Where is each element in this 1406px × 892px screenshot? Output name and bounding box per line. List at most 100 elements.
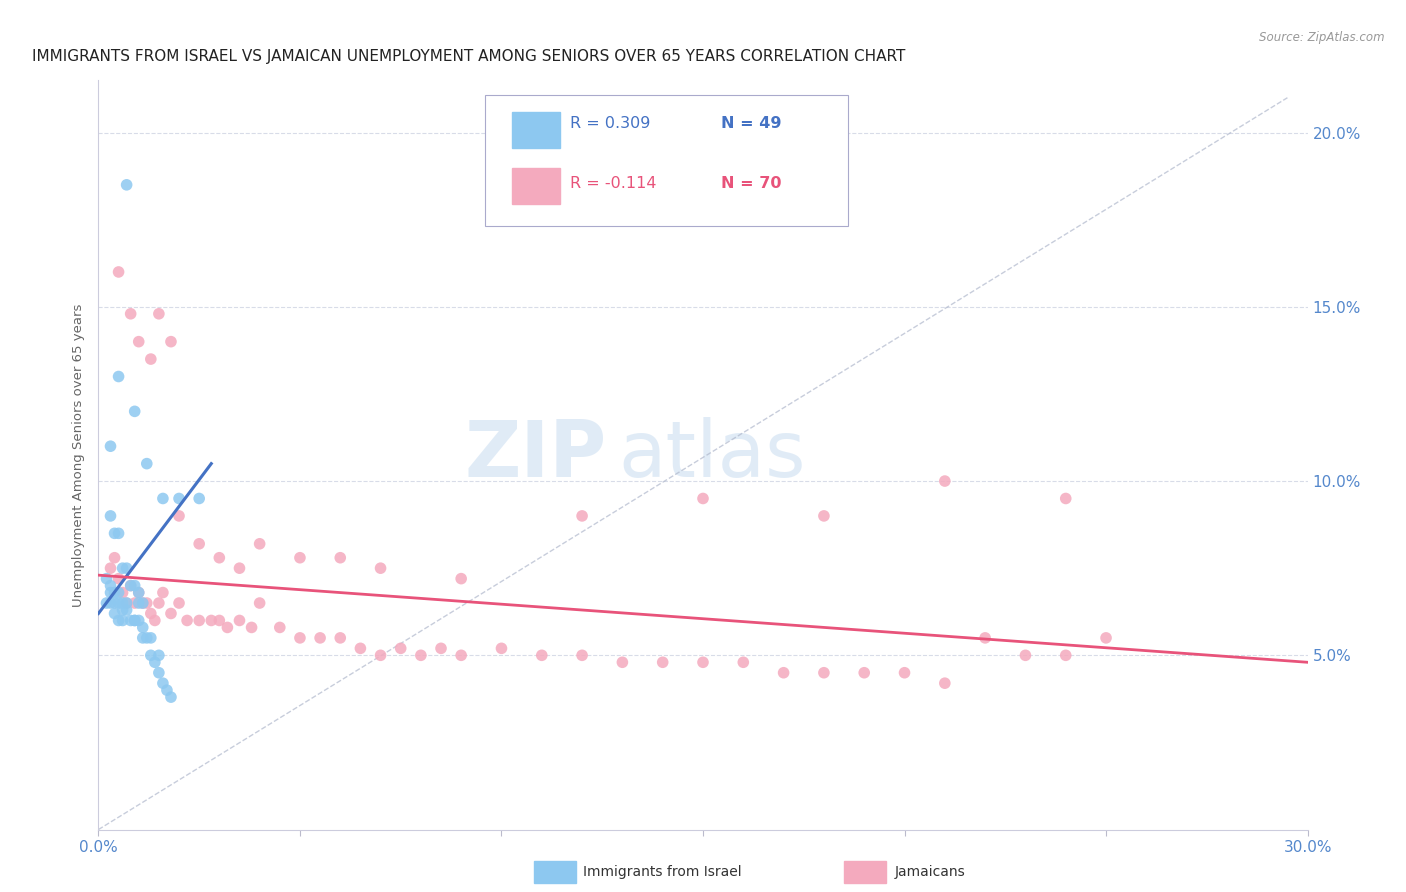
Point: [530, 648, 553, 663]
Point: [128, 334, 150, 349]
Point: [139, 631, 162, 645]
Point: [288, 631, 311, 645]
Point: [1054, 648, 1077, 663]
Point: [96, 596, 118, 610]
Point: [148, 307, 170, 321]
Point: [389, 641, 412, 656]
Point: [143, 655, 166, 669]
Point: [135, 596, 157, 610]
Point: [269, 620, 291, 634]
Point: [148, 665, 170, 680]
Point: [491, 641, 513, 656]
Point: [120, 579, 142, 593]
Point: [160, 607, 183, 621]
Point: [349, 641, 371, 656]
Point: [430, 641, 453, 656]
Point: [733, 655, 755, 669]
Point: [128, 614, 150, 628]
Point: [217, 620, 239, 634]
Point: [1014, 648, 1036, 663]
Point: [111, 614, 134, 628]
Point: [115, 596, 138, 610]
Point: [111, 561, 134, 575]
Point: [148, 596, 170, 610]
Point: [107, 526, 129, 541]
Point: [124, 579, 146, 593]
Point: [329, 631, 352, 645]
Text: atlas: atlas: [619, 417, 806, 493]
Point: [100, 561, 122, 575]
Text: ZIP: ZIP: [464, 417, 606, 493]
Point: [128, 585, 150, 599]
FancyBboxPatch shape: [485, 95, 848, 227]
Point: [143, 614, 166, 628]
Point: [115, 603, 138, 617]
Point: [200, 614, 222, 628]
Point: [111, 596, 134, 610]
Point: [124, 404, 146, 418]
Point: [111, 585, 134, 599]
Text: Source: ZipAtlas.com: Source: ZipAtlas.com: [1260, 31, 1385, 45]
Text: N = 49: N = 49: [721, 116, 782, 131]
Point: [309, 631, 332, 645]
Point: [103, 607, 125, 621]
Point: [128, 585, 150, 599]
Point: [107, 614, 129, 628]
Point: [450, 572, 472, 586]
Point: [813, 665, 835, 680]
Point: [103, 526, 125, 541]
Point: [107, 572, 129, 586]
FancyBboxPatch shape: [512, 112, 561, 148]
Point: [103, 585, 125, 599]
Point: [692, 491, 714, 506]
Point: [167, 596, 190, 610]
Point: [188, 491, 211, 506]
Point: [853, 665, 876, 680]
Point: [1095, 631, 1118, 645]
Point: [107, 369, 129, 384]
Point: [612, 655, 634, 669]
Point: [152, 585, 174, 599]
Point: [240, 620, 263, 634]
Point: [107, 265, 129, 279]
Point: [156, 683, 179, 698]
Point: [249, 596, 271, 610]
Point: [103, 550, 125, 565]
Point: [228, 614, 250, 628]
Point: [772, 665, 794, 680]
Point: [115, 561, 138, 575]
Point: [208, 614, 231, 628]
Point: [329, 550, 352, 565]
Point: [813, 508, 835, 523]
Point: [120, 307, 142, 321]
Point: [160, 334, 183, 349]
Point: [111, 603, 134, 617]
Point: [893, 665, 915, 680]
Point: [228, 561, 250, 575]
Point: [100, 508, 122, 523]
Point: [100, 596, 122, 610]
Point: [249, 537, 271, 551]
Point: [107, 585, 129, 599]
Point: [974, 631, 997, 645]
Point: [571, 648, 593, 663]
Point: [450, 648, 472, 663]
Text: IMMIGRANTS FROM ISRAEL VS JAMAICAN UNEMPLOYMENT AMONG SENIORS OVER 65 YEARS CORR: IMMIGRANTS FROM ISRAEL VS JAMAICAN UNEMP…: [32, 49, 905, 64]
Point: [139, 352, 162, 367]
Text: R = 0.309: R = 0.309: [569, 116, 651, 131]
Point: [124, 596, 146, 610]
Point: [100, 579, 122, 593]
Point: [120, 579, 142, 593]
Text: Immigrants from Israel: Immigrants from Israel: [583, 865, 742, 879]
Point: [167, 491, 190, 506]
Point: [188, 537, 211, 551]
Point: [188, 614, 211, 628]
Y-axis label: Unemployment Among Seniors over 65 years: Unemployment Among Seniors over 65 years: [72, 303, 86, 607]
Point: [176, 614, 198, 628]
Point: [100, 439, 122, 453]
Point: [152, 491, 174, 506]
Point: [1054, 491, 1077, 506]
Point: [139, 648, 162, 663]
Point: [409, 648, 432, 663]
Point: [934, 676, 956, 690]
